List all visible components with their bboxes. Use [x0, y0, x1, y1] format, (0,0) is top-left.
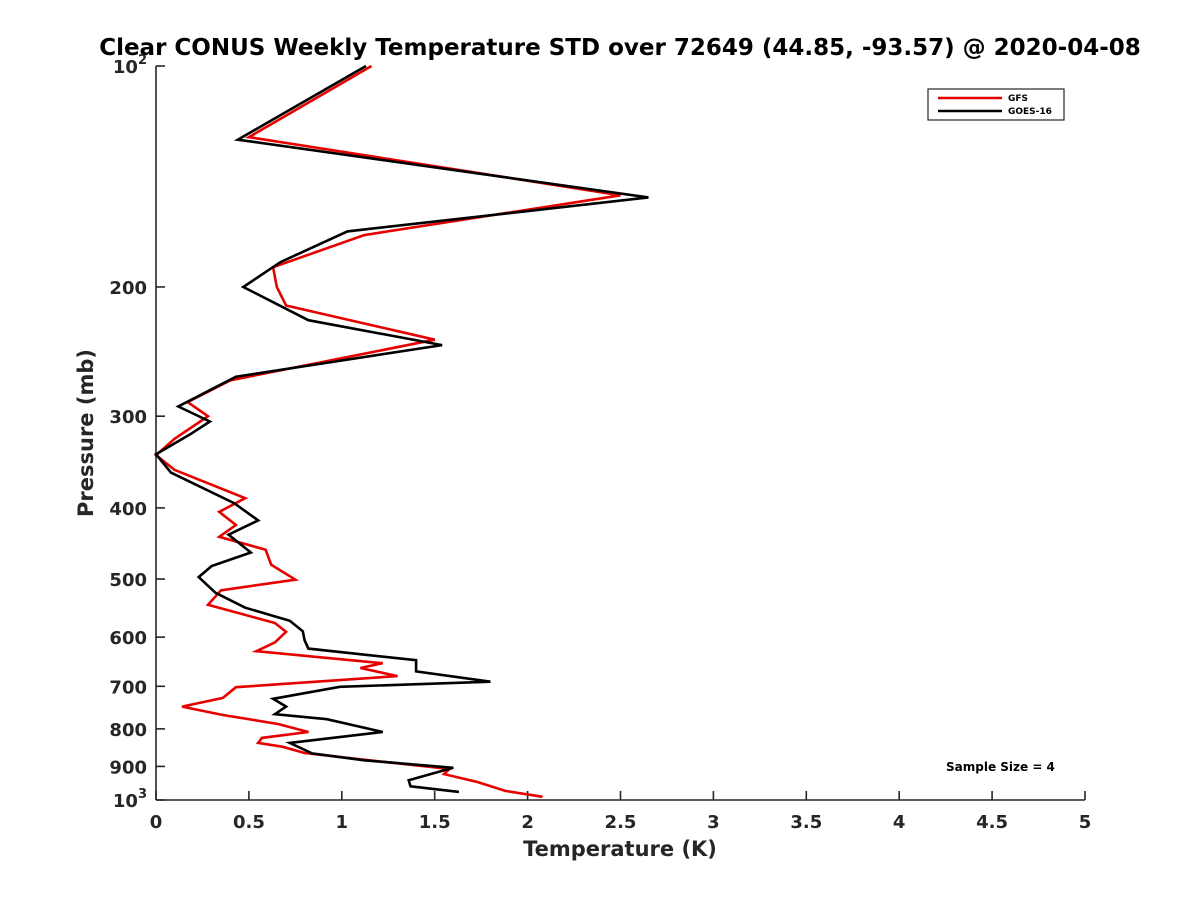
y-ticks: 102 200 300 400 500 600 700 800 900 103: [109, 53, 165, 812]
series-line-goes16: [154, 64, 649, 794]
legend-label-gfs: GFS: [1008, 94, 1028, 104]
y-tick-label: 900: [109, 757, 147, 778]
y-tick-label: 103: [113, 787, 147, 812]
y-tick-label: 200: [109, 278, 147, 299]
x-tick-label: 1.5: [419, 812, 451, 833]
y-tick-label: 600: [109, 628, 147, 649]
x-tick-label: 2.5: [605, 812, 637, 833]
chart-title: Clear CONUS Weekly Temperature STD over …: [99, 35, 1141, 61]
x-ticks: 0 0.5 1 1.5 2 2.5 3 3.5 4 4.5 5: [150, 791, 1092, 833]
x-tick-label: 3.5: [790, 812, 822, 833]
sample-size-annotation: Sample Size = 4: [946, 760, 1055, 774]
y-tick-label: 800: [109, 720, 147, 741]
x-tick-label: 3: [707, 812, 720, 833]
axes: [155, 66, 1085, 801]
y-tick-label: 400: [109, 499, 147, 520]
x-axis-title: Temperature (K): [523, 837, 717, 861]
x-tick-label: 0.5: [233, 812, 265, 833]
series-line-gfs: [153, 64, 621, 799]
y-axis-title: Pressure (mb): [74, 349, 98, 517]
legend-box: [927, 88, 1065, 121]
legend: GFS GOES-16: [927, 88, 1065, 121]
x-tick-label: 1: [336, 812, 349, 833]
legend-label-goes16: GOES-16: [1008, 107, 1052, 117]
x-tick-label: 4.5: [976, 812, 1008, 833]
y-tick-label: 102: [113, 53, 147, 78]
x-tick-label: 4: [893, 812, 906, 833]
y-tick-label: 300: [109, 407, 147, 428]
y-tick-label: 500: [109, 570, 147, 591]
x-tick-label: 2: [521, 812, 534, 833]
series-layer: [153, 64, 649, 799]
x-tick-label: 0: [150, 812, 163, 833]
y-tick-label: 700: [109, 677, 147, 698]
x-tick-label: 5: [1079, 812, 1092, 833]
